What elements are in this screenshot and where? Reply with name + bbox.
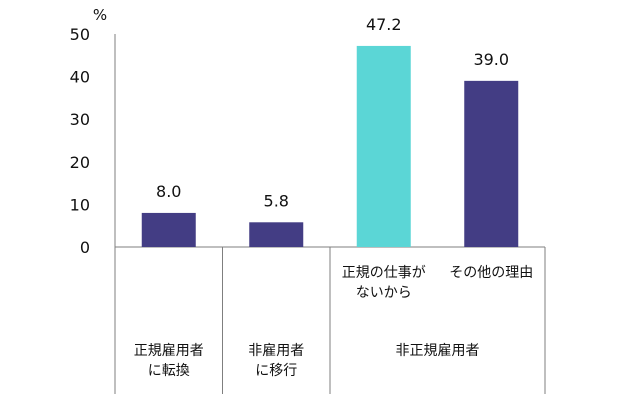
category-label: に転換 [148,363,190,379]
bars-layer [141,45,519,247]
bar-value-label: 5.8 [264,191,289,210]
bar [249,222,304,247]
bar-value-label: 47.2 [366,15,402,34]
group-label: 非正規雇用者 [396,342,480,359]
category-label: 正規の仕事が [342,265,426,281]
y-tick-label: 30 [70,110,90,129]
bar [141,212,196,247]
category-label: その他の理由 [449,265,533,281]
category-table [114,247,546,394]
category-label: に移行 [255,363,297,379]
y-tick-label: 20 [70,153,90,172]
bar [356,45,411,247]
y-tick-label: 10 [70,195,90,214]
y-tick-label: 40 [70,68,90,87]
y-unit-label: % [93,6,107,24]
category-label: 非雇用者 [248,342,304,359]
category-label: ないから [356,285,412,301]
y-tick-label: 50 [70,25,90,44]
bar [464,80,519,247]
bar-value-label: 8.0 [156,182,181,201]
y-tick-label: 0 [80,238,90,257]
category-label: 正規雇用者 [134,342,204,359]
bar-value-label: 39.0 [473,50,509,69]
